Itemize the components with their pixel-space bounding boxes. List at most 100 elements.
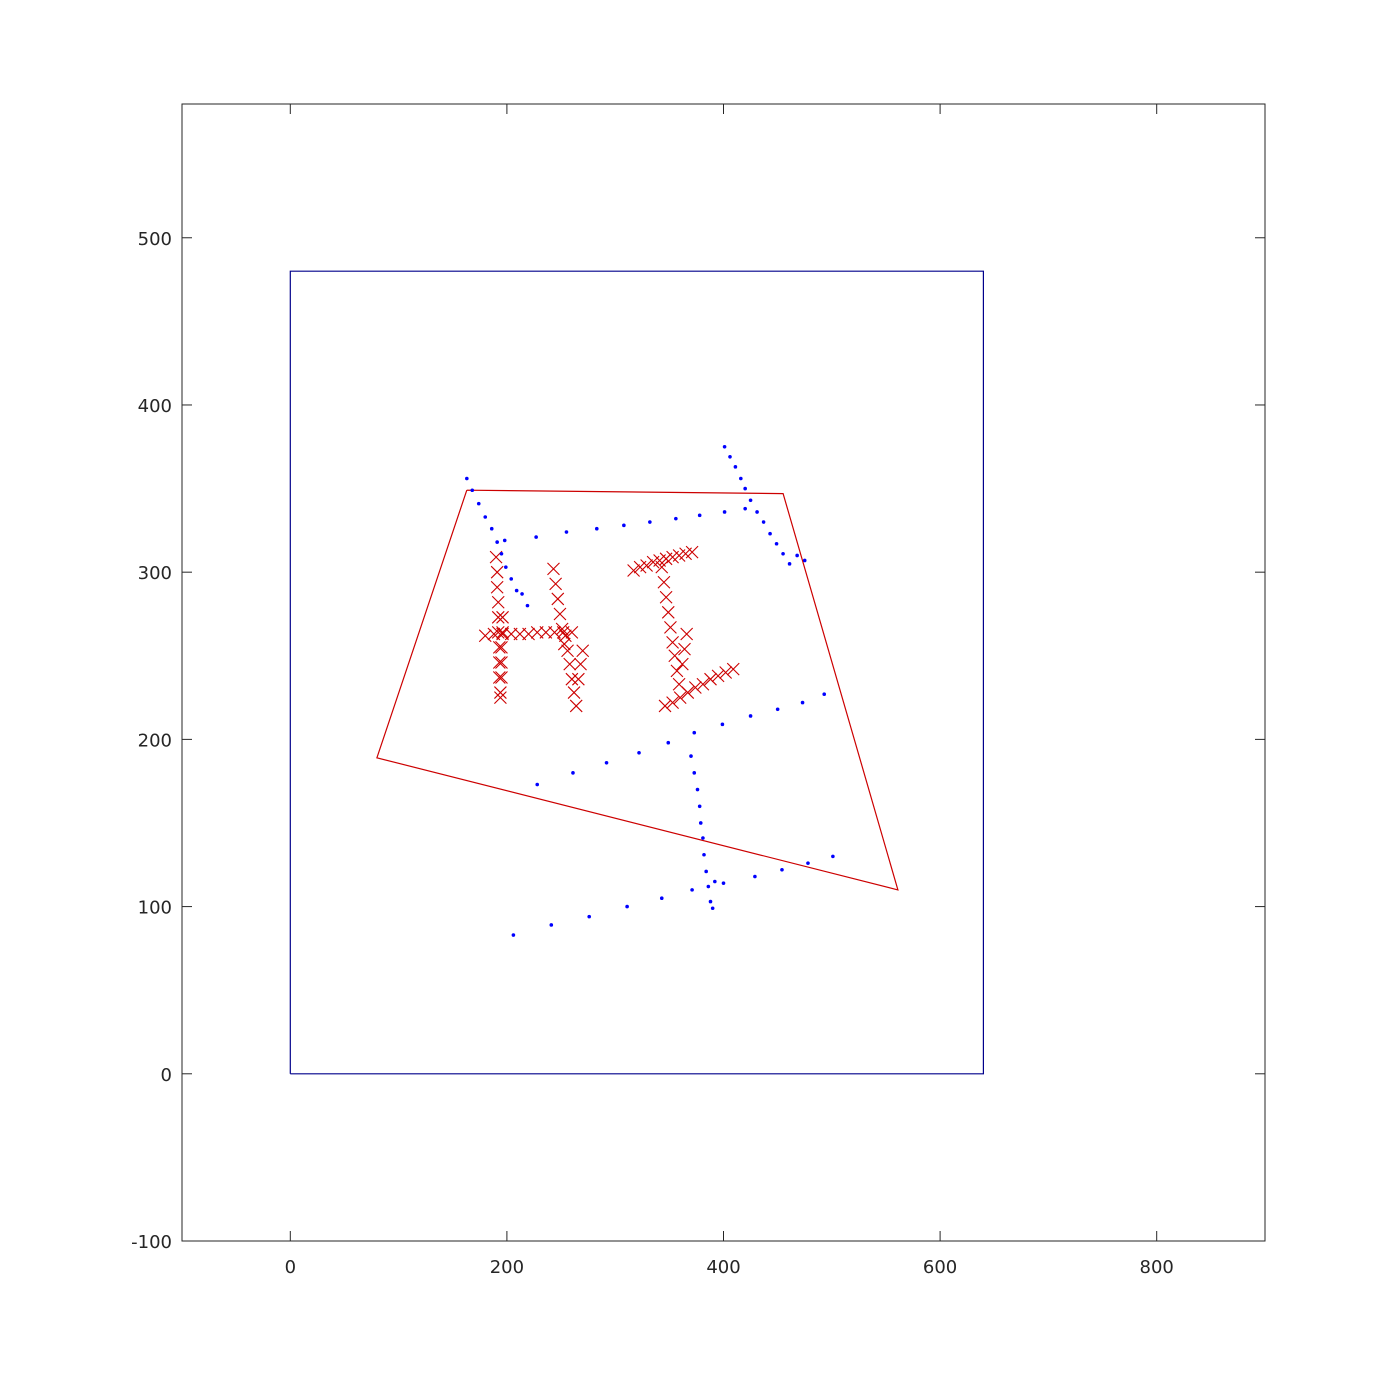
data-point xyxy=(722,444,727,449)
data-point-x xyxy=(658,699,672,713)
data-point xyxy=(697,513,702,518)
y-tick-label: 300 xyxy=(138,563,172,584)
data-point xyxy=(535,782,540,787)
data-point xyxy=(781,551,785,556)
data-point-x xyxy=(704,672,717,686)
data-point xyxy=(831,854,835,859)
data-point-x xyxy=(549,577,563,591)
y-tick-label: 200 xyxy=(138,730,172,751)
data-point-x xyxy=(576,644,590,658)
data-point xyxy=(534,535,538,539)
series-0 xyxy=(289,270,985,1075)
data-point-x xyxy=(492,671,506,684)
data-point xyxy=(625,904,629,909)
data-point-x xyxy=(571,672,585,686)
data-point-x xyxy=(680,627,694,641)
data-point-x xyxy=(711,669,725,683)
data-point-x xyxy=(688,681,702,694)
data-point xyxy=(800,700,805,705)
series-2 xyxy=(478,545,740,713)
data-point-x xyxy=(666,696,679,709)
series-3 xyxy=(465,444,835,937)
data-point-x xyxy=(491,625,505,639)
x-tick-label: 800 xyxy=(1140,1257,1174,1278)
data-point xyxy=(637,750,641,755)
series-layer xyxy=(289,270,985,1075)
data-point xyxy=(511,933,516,937)
data-point-x xyxy=(495,671,508,684)
data-point xyxy=(470,488,475,493)
data-point-x xyxy=(670,664,684,678)
data-point xyxy=(706,884,711,889)
data-point xyxy=(604,760,609,765)
data-point xyxy=(739,476,743,481)
data-point-x xyxy=(553,607,567,621)
data-point xyxy=(722,510,727,514)
data-point-x xyxy=(494,686,507,699)
data-point xyxy=(755,510,759,514)
data-point xyxy=(564,530,569,534)
data-point xyxy=(465,476,469,481)
data-point xyxy=(659,896,664,901)
data-point xyxy=(775,707,780,712)
data-point xyxy=(509,577,514,581)
data-point-x xyxy=(490,565,504,579)
data-point xyxy=(504,565,508,569)
data-point-x xyxy=(726,662,740,676)
data-point-x xyxy=(547,562,560,576)
data-point-x xyxy=(657,575,671,589)
data-point-x xyxy=(569,699,583,713)
data-point-x xyxy=(492,656,506,669)
data-point-x xyxy=(496,610,509,624)
data-point-x xyxy=(561,644,574,658)
data-point-x xyxy=(668,649,682,663)
data-point-x xyxy=(491,610,505,624)
data-point-x xyxy=(565,625,579,639)
data-point-x xyxy=(574,657,587,671)
data-point-x xyxy=(490,580,504,594)
data-point-x xyxy=(666,636,679,649)
data-point xyxy=(822,692,827,697)
data-point xyxy=(748,498,753,503)
data-point xyxy=(502,538,507,543)
data-point xyxy=(476,501,481,506)
data-point xyxy=(690,888,694,892)
data-point xyxy=(594,526,599,531)
data-point-x xyxy=(565,672,579,686)
data-point-x xyxy=(659,590,673,604)
data-point-x xyxy=(558,629,572,643)
y-tick-label: 500 xyxy=(138,229,172,250)
data-point xyxy=(702,852,706,857)
data-point xyxy=(768,531,772,536)
series-1 xyxy=(376,489,899,891)
data-point xyxy=(761,520,766,524)
data-point xyxy=(689,754,693,758)
y-tick-label: -100 xyxy=(131,1232,172,1253)
data-point xyxy=(648,520,652,524)
plot-frame xyxy=(181,103,1266,1242)
data-point xyxy=(733,465,738,469)
data-point xyxy=(499,551,504,556)
data-point xyxy=(701,836,705,840)
data-point xyxy=(495,540,499,544)
data-point xyxy=(697,804,702,809)
data-point-x xyxy=(494,691,507,704)
data-point-x xyxy=(492,641,506,654)
x-tick-label: 0 xyxy=(285,1257,296,1278)
data-point-x xyxy=(496,625,509,639)
data-point xyxy=(743,506,747,511)
data-point xyxy=(571,771,575,775)
data-point-x xyxy=(640,559,653,572)
y-tick-label: 400 xyxy=(138,396,172,417)
data-point xyxy=(622,523,626,528)
data-point-x xyxy=(563,657,577,671)
y-tick-label: 0 xyxy=(161,1065,172,1086)
data-point xyxy=(787,562,792,566)
data-point-x xyxy=(551,592,565,606)
y-tick-label: 100 xyxy=(138,898,172,919)
data-point-x xyxy=(522,627,535,641)
data-point xyxy=(695,787,700,792)
x-tick-label: 400 xyxy=(706,1257,740,1278)
data-point xyxy=(520,592,524,596)
